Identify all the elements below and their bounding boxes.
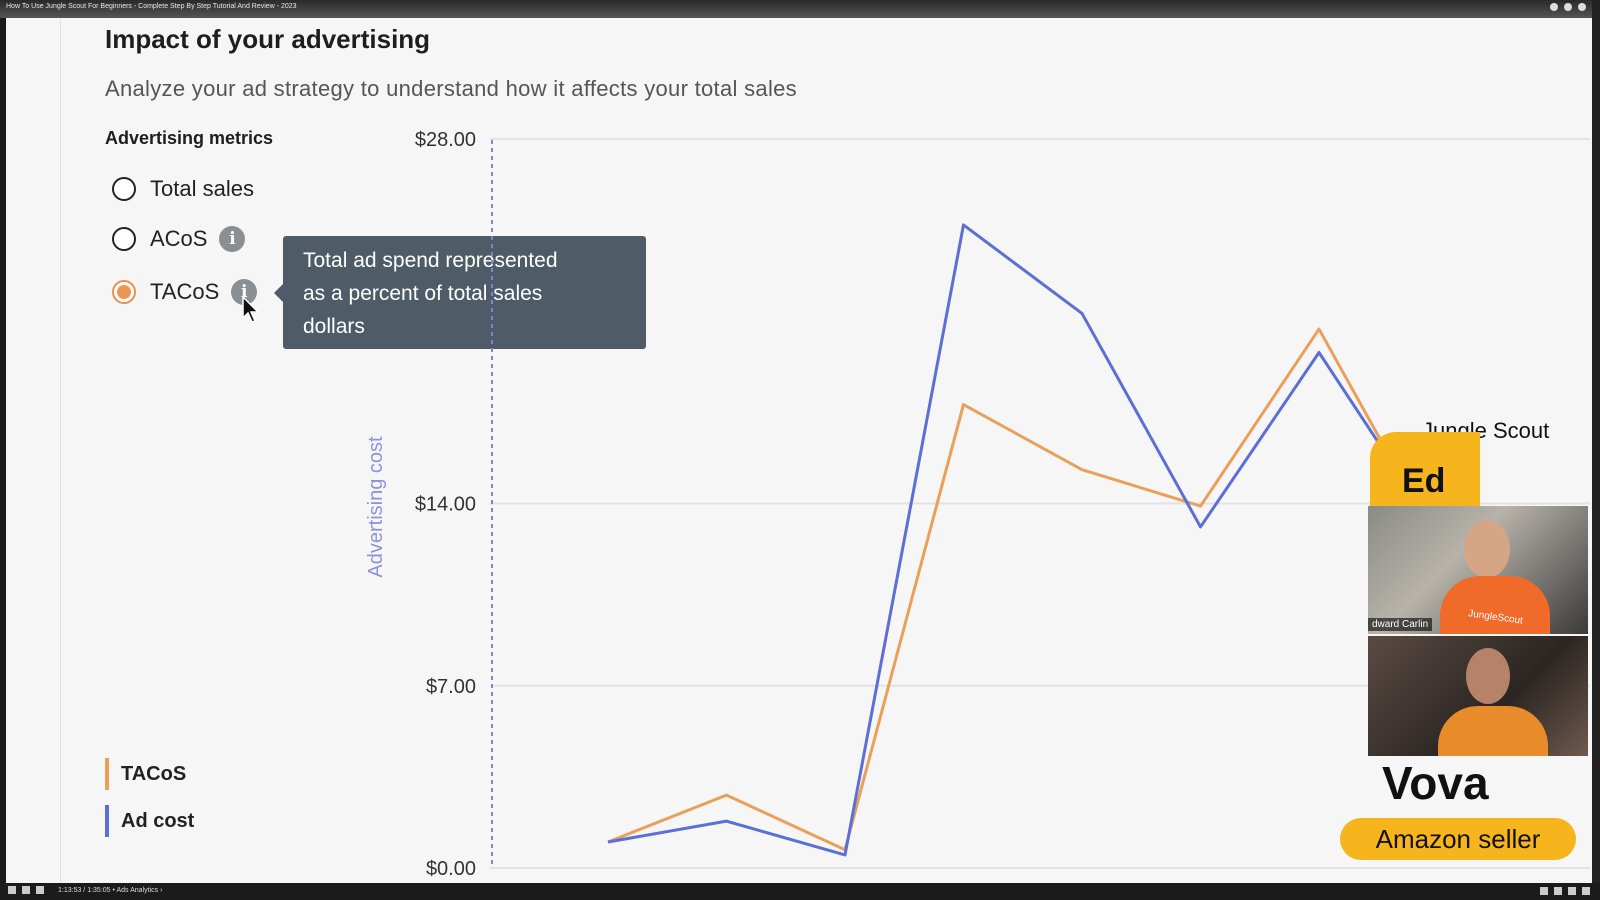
guest-head bbox=[1466, 648, 1510, 704]
info-icon[interactable]: i bbox=[219, 226, 246, 252]
metrics-title: Advertising metrics bbox=[105, 128, 274, 148]
host-shirt bbox=[1440, 576, 1550, 634]
subtitles-icon[interactable] bbox=[1554, 887, 1562, 895]
legend-label: TACoS bbox=[121, 762, 187, 785]
settings-icon[interactable] bbox=[1540, 887, 1548, 895]
video-controls: 1:13:53 / 1:35:05 • Ads Analytics › bbox=[0, 883, 1600, 900]
tooltip-line: dollars bbox=[303, 315, 365, 338]
radio-tacos[interactable] bbox=[112, 280, 136, 304]
webcam-overlay: Jungle Scout Ed JungleScout dward Carlin… bbox=[1340, 410, 1590, 890]
video-title-bar: How To Use Jungle Scout For Beginners - … bbox=[0, 0, 1600, 18]
option-total-sales[interactable]: Total sales bbox=[112, 176, 254, 202]
legend-swatch bbox=[105, 805, 109, 837]
share-icon[interactable] bbox=[1564, 3, 1572, 11]
series-line-tacos bbox=[607, 327, 1439, 852]
series-line-ad-cost bbox=[607, 223, 1439, 857]
page-title: Impact of your advertising bbox=[105, 24, 431, 54]
radio-acos[interactable] bbox=[112, 227, 136, 251]
video-title: How To Use Jungle Scout For Beginners - … bbox=[6, 3, 297, 10]
fullscreen-icon[interactable] bbox=[1582, 887, 1590, 895]
radio-total-sales[interactable] bbox=[112, 177, 136, 201]
video-time: 1:13:53 / 1:35:05 • Ads Analytics › bbox=[58, 886, 163, 894]
next-icon[interactable] bbox=[22, 886, 30, 894]
tooltip-line: as a percent of total sales bbox=[303, 282, 543, 305]
info-circle-icon[interactable] bbox=[1578, 3, 1586, 11]
tacos-tooltip: Total ad spend represented as a percent … bbox=[274, 236, 646, 349]
legend-tacos: TACoS bbox=[105, 758, 186, 790]
tooltip-line: Total ad spend represented bbox=[303, 249, 558, 272]
y-axis-label: Advertising cost bbox=[365, 436, 387, 578]
guest-role-tag: Amazon seller bbox=[1340, 818, 1576, 860]
title-bar-icons bbox=[1550, 3, 1586, 11]
legend-label: Ad cost bbox=[121, 809, 195, 832]
host-camera: JungleScout dward Carlin bbox=[1368, 506, 1588, 634]
y-tick-label: $7.00 bbox=[426, 676, 476, 698]
host-tag: Ed bbox=[1370, 432, 1480, 520]
guest-role: Amazon seller bbox=[1375, 823, 1541, 854]
option-label: Total sales bbox=[150, 176, 254, 201]
mouse-cursor-icon bbox=[242, 296, 260, 323]
clock-icon[interactable] bbox=[1550, 3, 1558, 11]
host-nameplate: dward Carlin bbox=[1368, 618, 1433, 631]
host-tag-text: Ed bbox=[1402, 462, 1446, 500]
play-icon[interactable] bbox=[8, 886, 16, 894]
page-subtitle: Analyze your ad strategy to understand h… bbox=[105, 76, 797, 101]
panel-divider bbox=[60, 18, 61, 883]
guest-shirt bbox=[1438, 706, 1548, 756]
option-label: ACoS bbox=[150, 226, 208, 251]
left-edge bbox=[0, 18, 6, 883]
miniplayer-icon[interactable] bbox=[1568, 887, 1576, 895]
legend-ad-cost: Ad cost bbox=[105, 805, 194, 837]
y-tick-label: $28.00 bbox=[415, 129, 476, 151]
guest-name: Vova bbox=[1382, 757, 1489, 809]
legend-swatch bbox=[105, 758, 109, 790]
guest-camera bbox=[1368, 636, 1588, 756]
y-tick-label: $0.00 bbox=[426, 858, 476, 880]
y-tick-label: $14.00 bbox=[415, 494, 476, 516]
option-acos[interactable]: ACoS i bbox=[112, 226, 246, 252]
volume-icon[interactable] bbox=[36, 886, 44, 894]
right-edge bbox=[1592, 0, 1600, 900]
host-head bbox=[1464, 520, 1510, 578]
option-label: TACoS bbox=[150, 279, 220, 304]
